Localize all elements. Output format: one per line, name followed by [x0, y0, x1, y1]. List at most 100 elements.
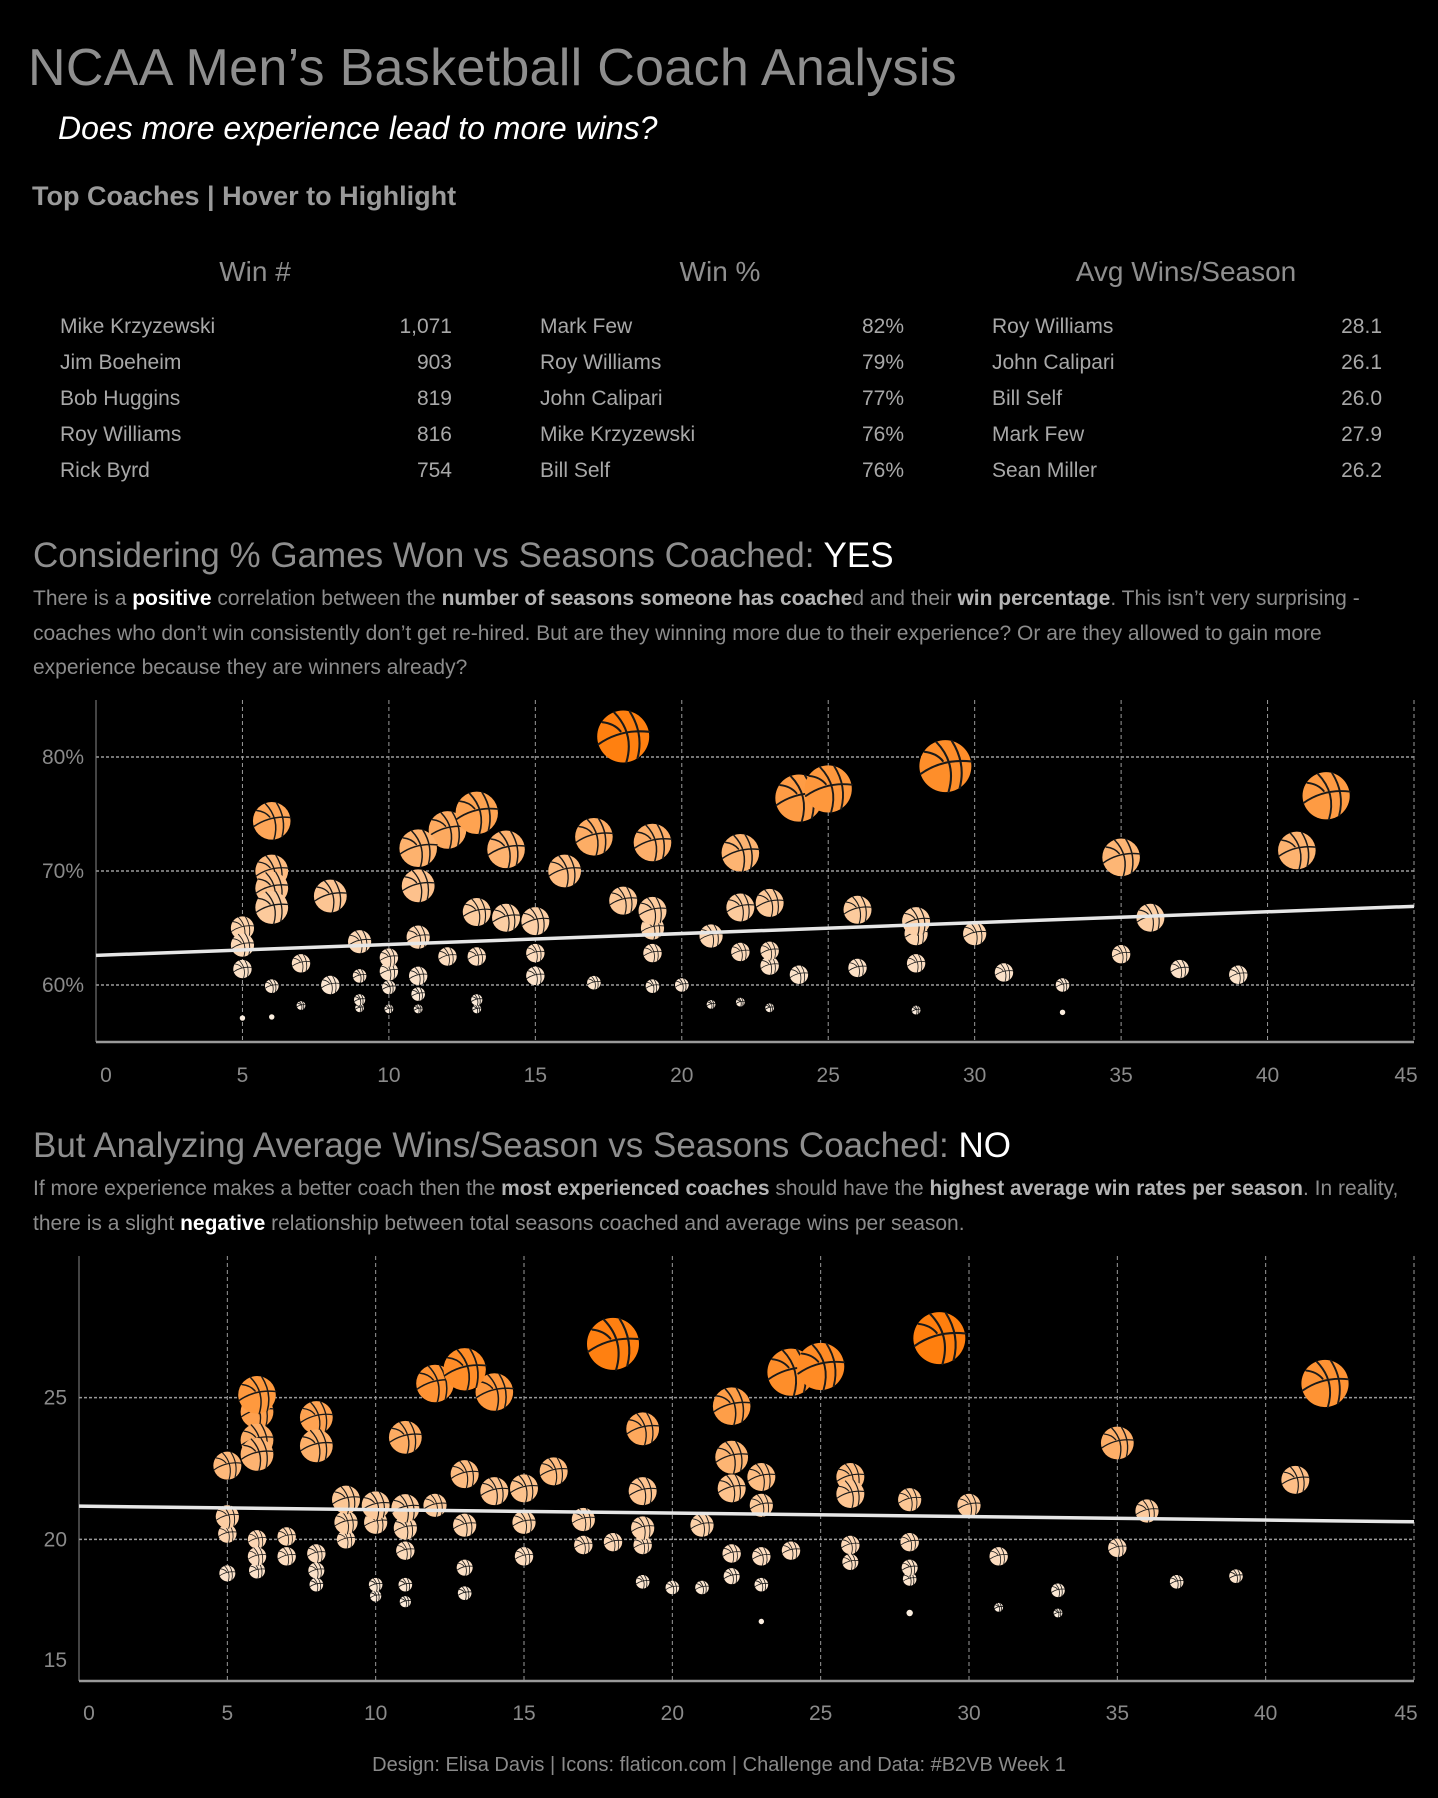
basketball-icon	[379, 948, 399, 967]
coach-row[interactable]: Roy Williams 816	[60, 422, 452, 448]
coach-row[interactable]: Bob Huggins 819	[60, 386, 452, 412]
basketball-seam	[591, 975, 596, 990]
data-point	[919, 739, 973, 794]
basketball-seam	[302, 1407, 316, 1415]
basketball-seam	[399, 1494, 409, 1523]
basketball-icon	[399, 829, 437, 867]
basketball-seam	[353, 998, 366, 1002]
basketball-seam	[914, 1005, 918, 1015]
basketball-seam	[278, 1531, 287, 1536]
coach-row[interactable]: Mike Krzyzewski 1,071	[60, 314, 452, 340]
basketball-seam	[836, 1473, 865, 1482]
basketball-seam	[408, 1420, 417, 1452]
basketball-seam	[508, 903, 516, 931]
basketball-icon	[695, 1580, 709, 1595]
basketball-seam	[237, 933, 246, 958]
data-point	[848, 958, 868, 978]
basketball-seam	[458, 800, 476, 810]
basketball-seam	[355, 1006, 365, 1010]
coach-row[interactable]: Mike Krzyzewski 76%	[540, 422, 904, 448]
basketball-seam	[401, 1541, 408, 1561]
basketball-seam	[381, 965, 389, 970]
basketball-seam	[494, 909, 506, 916]
basketball-icon	[755, 888, 784, 917]
basketball-seam	[1055, 983, 1070, 988]
basketball-seam	[764, 889, 774, 918]
section1-heading: Considering % Games Won vs Seasons Coach…	[33, 536, 894, 576]
coach-row[interactable]: John Calipari 26.1	[992, 350, 1382, 376]
basketball-seam	[994, 1604, 999, 1607]
coach-row[interactable]: Roy Williams 79%	[540, 350, 904, 376]
coach-row[interactable]: Bill Self 76%	[540, 458, 904, 484]
basketball-seam	[291, 961, 311, 967]
basketball-seam	[352, 974, 367, 979]
basketball-icon	[361, 1491, 390, 1520]
basketball-seam	[349, 934, 359, 940]
basketball-seam	[467, 1513, 473, 1536]
basketball-seam	[1102, 852, 1141, 864]
basketball-seam	[970, 922, 978, 946]
basketball-seam	[1105, 846, 1120, 855]
basketball-seam	[724, 841, 740, 850]
basketball-seam	[414, 1006, 419, 1009]
basketball-seam	[310, 1580, 317, 1584]
basketball-seam	[243, 1444, 257, 1452]
basketball-seam	[699, 1580, 704, 1595]
basketball-icon	[480, 1477, 509, 1506]
basketball-seam	[323, 880, 335, 914]
basketball-seam	[1229, 972, 1248, 978]
basketball-seam	[726, 1474, 736, 1503]
basketball-seam	[741, 997, 744, 1007]
coach-row[interactable]: Roy Williams 28.1	[992, 314, 1382, 340]
basketball-seam	[379, 955, 399, 961]
basketball-icon	[456, 1559, 473, 1576]
data-point	[715, 1440, 749, 1475]
basketball-seam	[450, 1470, 480, 1479]
basketball-seam	[487, 844, 526, 856]
basketball-seam	[482, 1482, 494, 1489]
basketball-seam	[635, 1580, 650, 1585]
basketball-seam	[446, 1356, 464, 1366]
basketball-icon	[438, 947, 457, 966]
basketball-seam	[322, 979, 330, 984]
coach-row[interactable]: Jim Boeheim 903	[60, 350, 452, 376]
coach-row[interactable]: Bill Self 26.0	[992, 386, 1382, 412]
basketball-seam	[842, 1560, 859, 1565]
basketball-seam	[407, 1541, 412, 1559]
basketball-seam	[413, 1007, 423, 1011]
coach-name: Mark Few	[540, 315, 633, 338]
data-point	[913, 1311, 967, 1366]
coach-value: 76%	[861, 459, 904, 482]
data-point	[797, 1342, 846, 1392]
basketball-icon	[760, 941, 779, 960]
coach-row[interactable]: Rick Byrd 754	[60, 458, 452, 484]
basketball-seam	[319, 1429, 328, 1461]
data-point	[754, 1577, 769, 1592]
basketball-icon	[638, 896, 667, 925]
basketball-seam	[860, 895, 867, 923]
coach-row[interactable]: John Calipari 77%	[540, 386, 904, 412]
data-point	[450, 1460, 480, 1489]
basketball-seam	[929, 1312, 946, 1366]
basketball-seam	[1301, 1377, 1350, 1392]
coach-row[interactable]: Mark Few 27.9	[992, 422, 1382, 448]
basketball-seam	[758, 1577, 764, 1592]
basketball-seam	[474, 994, 479, 1006]
basketball-seam	[381, 952, 389, 957]
basketball-seam	[443, 1364, 487, 1377]
coach-value: 26.0	[1341, 387, 1382, 410]
coach-row[interactable]: Mark Few 82%	[540, 314, 904, 340]
data-point	[717, 1474, 747, 1503]
coach-row[interactable]: Sean Miller 26.2	[992, 458, 1382, 484]
basketball-seam	[438, 1364, 448, 1401]
basketball-seam	[334, 1491, 346, 1498]
data-point	[423, 1493, 448, 1518]
basketball-seam	[1170, 1577, 1177, 1581]
basketball-seam	[472, 1006, 477, 1009]
basketball-icon	[247, 1530, 267, 1549]
basketball-seam	[717, 1447, 731, 1455]
data-point	[1111, 944, 1131, 964]
coach-value: 77%	[861, 387, 904, 410]
basketball-seam	[422, 829, 431, 865]
basketball-seam	[488, 1477, 498, 1506]
